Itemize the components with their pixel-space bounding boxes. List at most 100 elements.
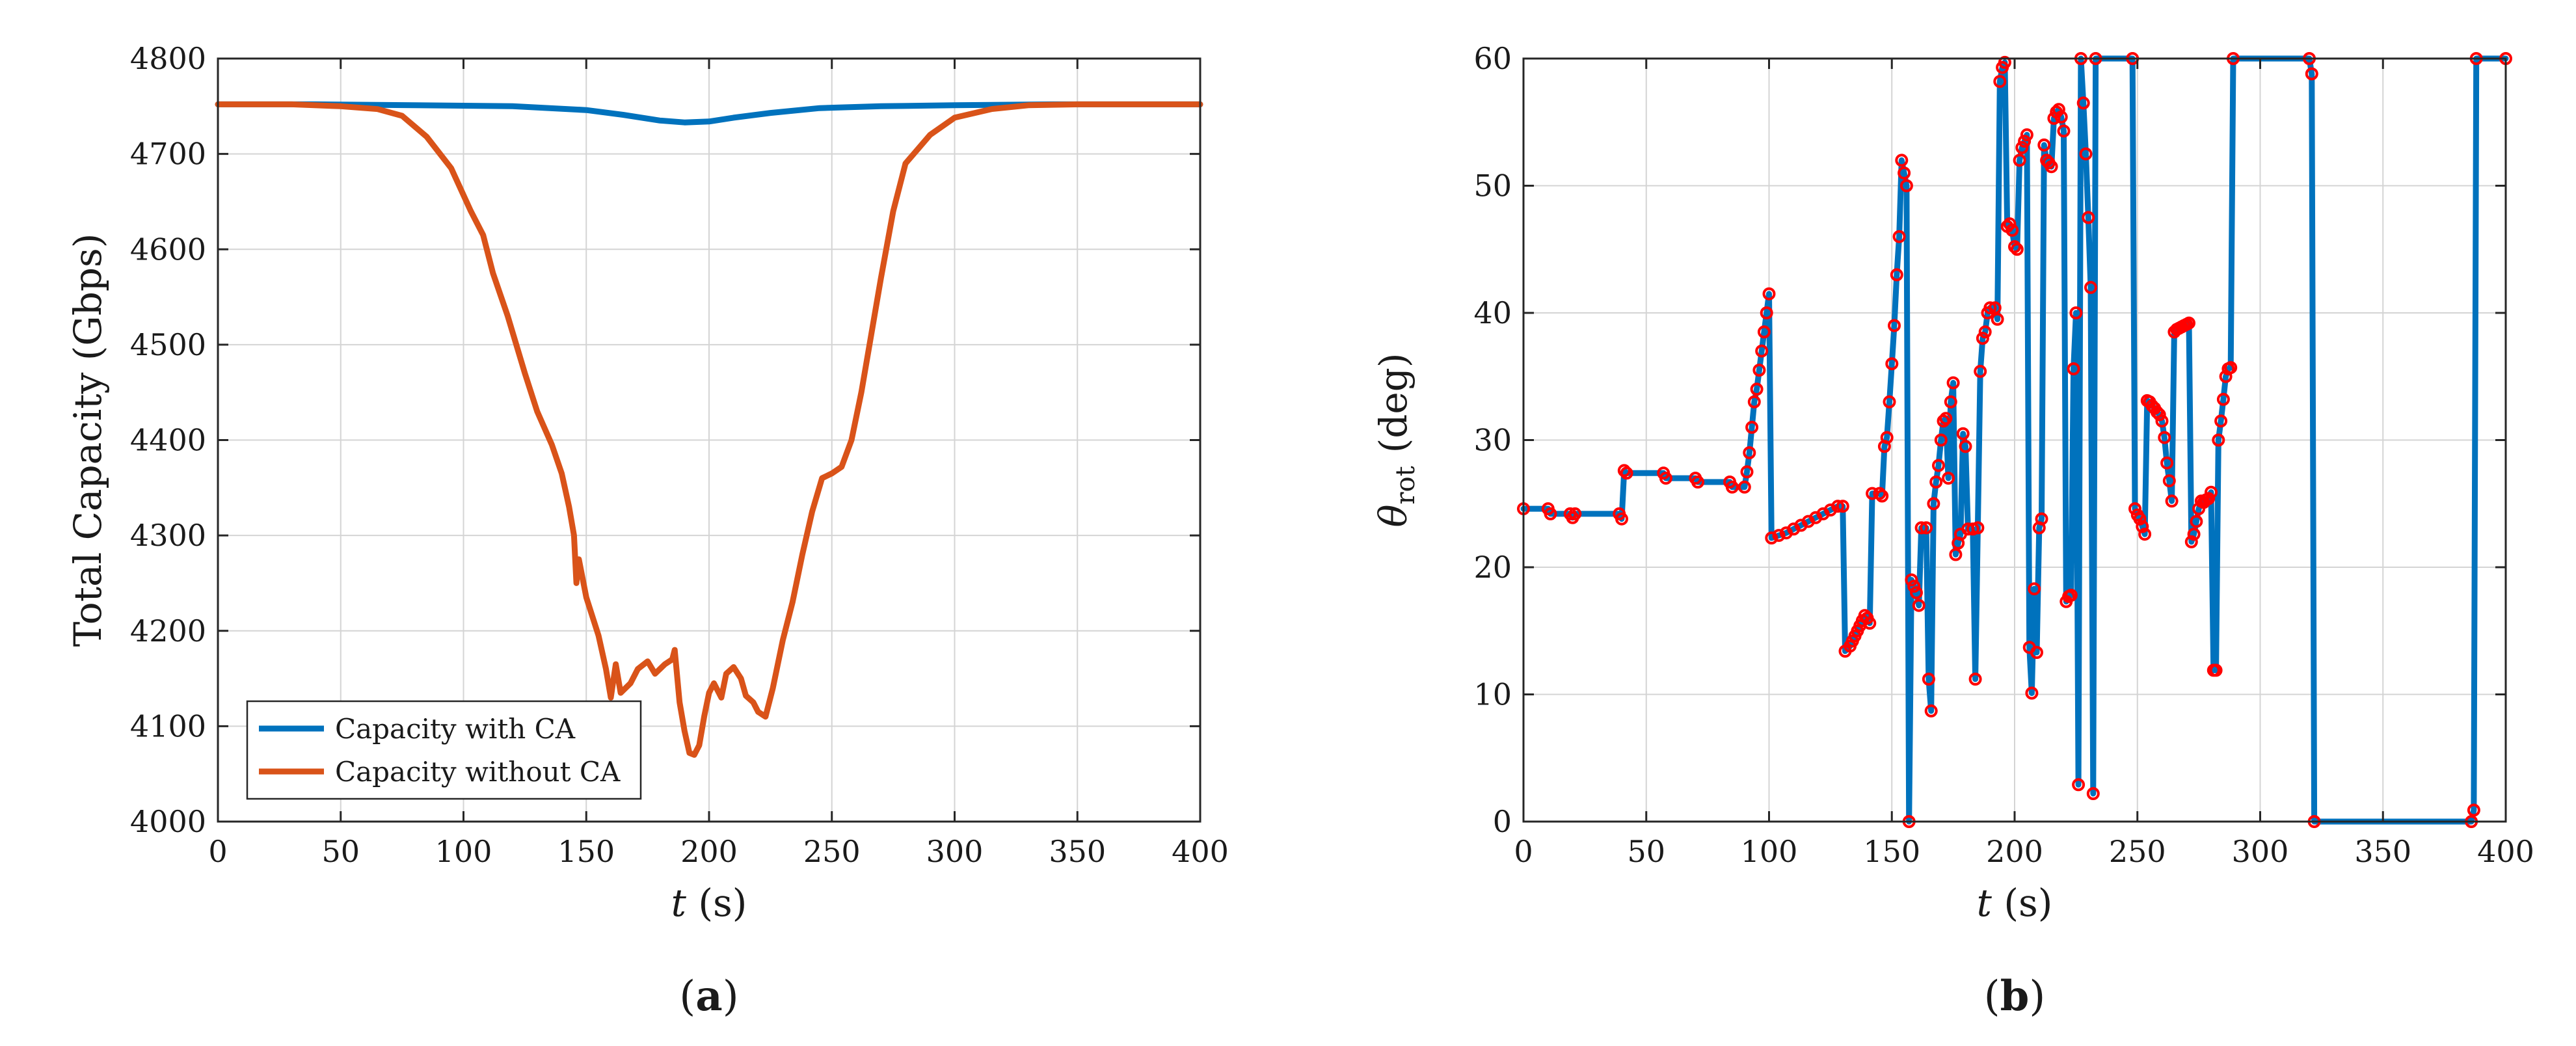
x-tick-label: 150 <box>1863 834 1920 869</box>
x-tick-label: 250 <box>803 834 861 869</box>
data-point-marker <box>1942 472 1955 485</box>
panel-b-x-axis-var: t <box>1977 881 1992 925</box>
data-point-marker <box>1993 75 2007 88</box>
data-point-marker <box>2018 135 2032 148</box>
panel-b-y-axis-unit: (deg) <box>1371 353 1415 453</box>
data-point-marker <box>1836 500 1849 513</box>
data-point-marker <box>1959 440 1972 453</box>
x-tick-label: 250 <box>2109 834 2166 869</box>
panel-a-x-axis-label: t (s) <box>671 881 747 925</box>
data-point-marker <box>1929 476 1943 489</box>
panel-a-label: (a) <box>679 972 738 1021</box>
y-tick-label: 0 <box>1493 804 1512 839</box>
data-point-marker <box>2013 154 2026 167</box>
x-tick-label: 150 <box>557 834 615 869</box>
y-tick-label: 30 <box>1473 423 1512 458</box>
data-point-marker <box>1885 357 1899 371</box>
x-tick-label: 100 <box>435 834 492 869</box>
data-point-marker <box>1873 487 1886 500</box>
data-point-marker <box>1899 179 1913 193</box>
data-point-marker <box>2008 240 2021 254</box>
data-point-marker <box>1740 465 1754 479</box>
y-tick-label: 4000 <box>130 804 206 839</box>
panel-a-legend: Capacity with CA Capacity without CA <box>246 700 642 800</box>
panel-a-y-axis-label: Total Capacity (Gbps) <box>66 234 110 647</box>
x-tick-label: 300 <box>2232 834 2289 869</box>
data-point-marker <box>2020 128 2033 142</box>
data-point-marker <box>1755 344 1769 358</box>
data-point-marker <box>2136 520 2149 533</box>
data-point-marker <box>1615 512 1628 526</box>
data-point-marker <box>2084 280 2097 294</box>
panel-a-plot-area <box>215 101 1203 758</box>
y-tick-label: 4600 <box>130 232 206 267</box>
x-tick-label: 50 <box>1627 834 1665 869</box>
data-point-marker <box>2057 124 2071 138</box>
data-point-marker <box>2037 138 2051 152</box>
data-point-marker <box>1737 480 1751 494</box>
data-point-marker <box>2165 494 2179 508</box>
panel-a-x-axis-unit: (s) <box>686 881 747 925</box>
data-point-marker <box>1762 287 1776 301</box>
data-point-marker <box>1956 427 1970 440</box>
data-point-marker <box>2184 535 2198 548</box>
panel-b-label: (b) <box>1984 972 2046 1021</box>
data-point-marker <box>2467 803 2480 817</box>
data-point-marker <box>1772 529 1786 543</box>
panel-a-label-close: ) <box>723 972 739 1021</box>
data-point-marker <box>1988 301 2002 315</box>
data-point-marker <box>2067 362 2080 375</box>
data-point-marker <box>1863 617 1877 630</box>
panel-b-rotation-chart: 0 50 100 150 200 250 300 350 400 0 10 20 30 40 50 60 t … <box>1371 41 2534 1021</box>
x-tick-label: 0 <box>208 834 227 869</box>
data-point-marker <box>1898 167 1911 180</box>
data-point-marker <box>1924 704 1938 717</box>
data-point-marker <box>2182 316 2195 330</box>
data-point-marker <box>1752 364 1766 377</box>
data-point-marker <box>1971 521 1985 535</box>
data-point-marker <box>2216 392 2230 406</box>
data-point-marker <box>2162 474 2176 488</box>
x-tick-label: 400 <box>2477 834 2534 869</box>
data-point-marker <box>1937 414 1950 428</box>
data-point-marker <box>2054 110 2068 124</box>
data-point-marker <box>2133 512 2147 526</box>
data-point-marker <box>2015 141 2029 154</box>
data-point-marker <box>2305 67 2318 81</box>
data-point-marker <box>2138 528 2152 541</box>
data-point-marker <box>2128 502 2141 516</box>
data-point-marker <box>1544 507 1557 520</box>
data-point-marker <box>2155 414 2169 428</box>
panel-a-capacity-chart: 0 50 100 150 200 250 300 350 400 4000 4100 4200 4300… <box>66 41 1229 1021</box>
data-point-marker <box>1939 412 1953 425</box>
series-line-0 <box>215 101 1203 126</box>
data-point-marker <box>2160 456 2174 470</box>
data-point-marker <box>2158 431 2171 444</box>
panel-b-x-axis-unit: (s) <box>1992 881 2052 925</box>
data-point-marker <box>2187 528 2201 541</box>
data-point-marker <box>2072 778 2086 792</box>
data-point-marker <box>1890 268 1903 282</box>
data-point-marker <box>2079 147 2093 161</box>
data-point-marker <box>1760 306 1773 319</box>
panel-b-y-axis-symbol: θ <box>1371 505 1415 528</box>
data-point-marker <box>1757 325 1771 339</box>
data-point-marker <box>1914 521 1928 535</box>
data-point-marker <box>1927 497 1940 511</box>
data-point-marker <box>1875 489 1889 503</box>
data-point-marker <box>2025 686 2039 700</box>
data-point-marker <box>1968 673 1982 686</box>
data-point-marker <box>1905 573 1918 587</box>
y-tick-label: 4300 <box>130 518 206 553</box>
data-point-marker <box>2003 217 2017 231</box>
data-point-marker <box>2006 223 2019 237</box>
panel-b-label-letter: b <box>2000 972 2030 1021</box>
data-point-marker <box>2212 433 2225 447</box>
data-point-marker <box>1888 319 1901 332</box>
data-point-marker <box>2030 646 2043 659</box>
data-point-marker <box>1620 466 1633 480</box>
data-point-marker <box>1974 364 1987 378</box>
x-tick-label: 350 <box>2354 834 2411 869</box>
panel-b-y-axis-label: θrot (deg) <box>1371 353 1421 527</box>
data-point-marker <box>1912 598 1925 612</box>
